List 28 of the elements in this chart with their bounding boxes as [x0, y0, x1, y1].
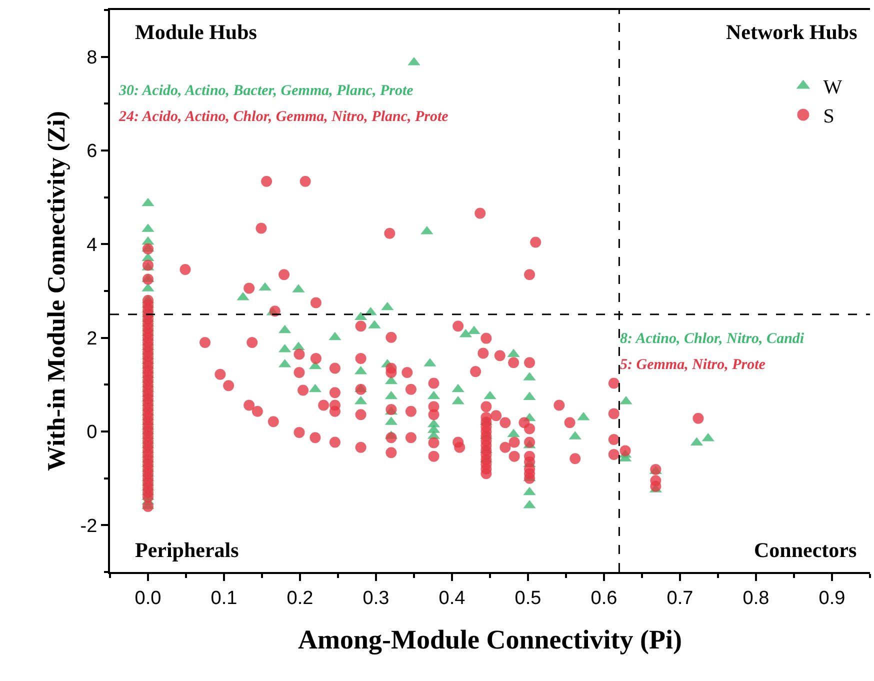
- x-tick-label: 0.7: [666, 588, 694, 609]
- y-tick-label: 6: [86, 141, 98, 162]
- legend-label: W: [823, 76, 842, 98]
- y-tick-label: 4: [86, 234, 98, 256]
- annotation: 24: Acido, Actino, Chlor, Gemma, Nitro, Planc, Prote: [118, 109, 449, 125]
- x-tick-label: 0.5: [514, 588, 542, 609]
- x-tick-label: 0.8: [742, 588, 770, 609]
- x-axis-title: Among-Module Connectivity (Pi): [298, 624, 682, 655]
- x-tick-label: 0.4: [438, 588, 466, 609]
- x-tick-label: 0.2: [286, 588, 314, 609]
- x-tick-label: 0.9: [818, 588, 846, 609]
- annotation: Peripherals: [135, 538, 239, 562]
- y-tick-label: -2: [80, 516, 98, 537]
- y-tick-label: 0: [86, 422, 98, 444]
- y-tick-label: 8: [86, 47, 98, 68]
- annotation: 8: Actino, Chlor, Nitro, Candi: [620, 331, 805, 347]
- annotation: Connectors: [754, 538, 857, 562]
- x-tick-label: 0.1: [210, 588, 238, 609]
- x-tick-label: 0.3: [362, 588, 390, 609]
- x-tick-label: 0.0: [134, 588, 162, 609]
- annotation: 30: Acido, Actino, Bacter, Gemma, Planc, Prote: [118, 83, 414, 99]
- legend-label: S: [823, 106, 834, 128]
- x-tick-label: 0.6: [590, 588, 618, 609]
- annotation: Network Hubs: [726, 20, 858, 44]
- y-tick-label: 2: [86, 328, 98, 350]
- annotation: 5: Gemma, Nitro, Prote: [620, 357, 766, 373]
- annotation: Module Hubs: [135, 20, 257, 44]
- y-axis-title: With-in Module Connectivity (Zi): [44, 111, 71, 471]
